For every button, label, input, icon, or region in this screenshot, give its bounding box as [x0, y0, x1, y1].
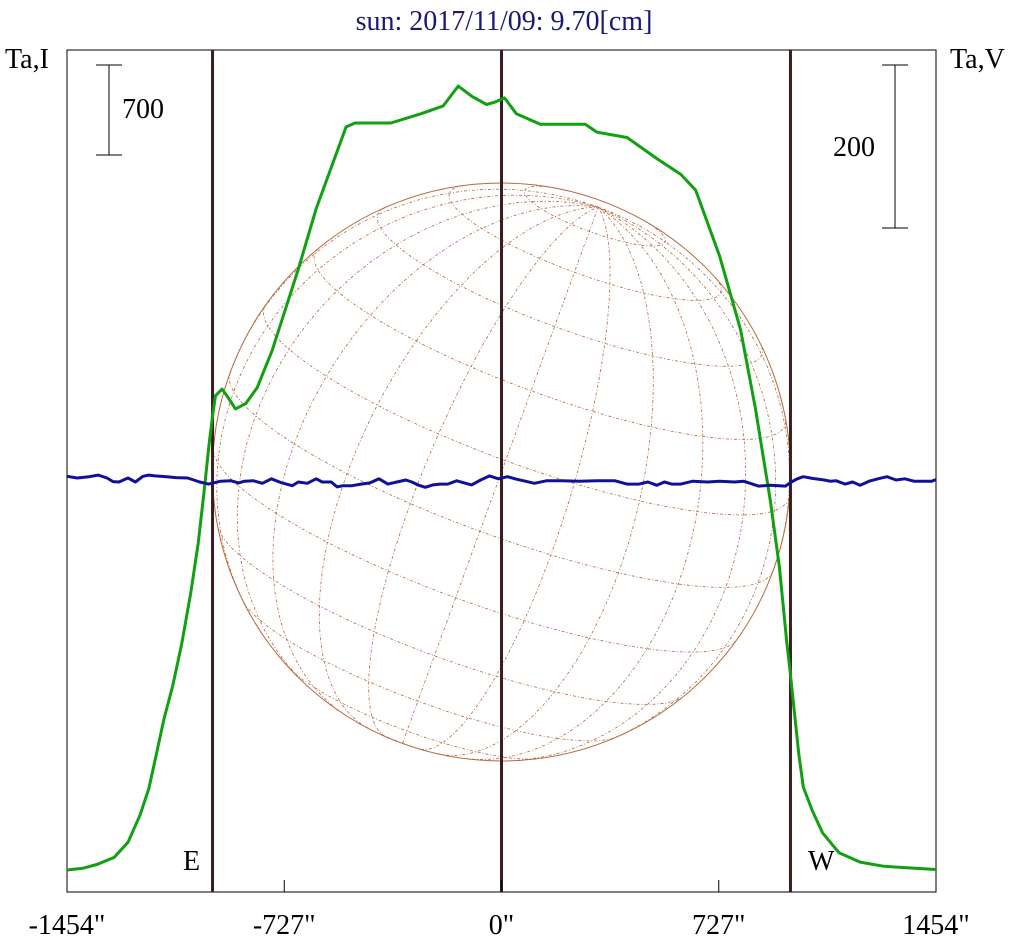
- left-axis-label: Ta,I: [5, 44, 49, 75]
- disk-longitude-line: [402, 206, 599, 744]
- right-scale-value: 200: [833, 132, 875, 163]
- x-tick-label: 727": [692, 910, 745, 941]
- east-limb-label: E: [183, 846, 200, 877]
- polarization-series-line: [66, 473, 937, 489]
- left-scale-bar: [96, 64, 122, 156]
- x-tick-label: -1454": [29, 910, 106, 941]
- disk-longitude-line: [438, 206, 654, 756]
- disk-longitude-line: [598, 206, 777, 744]
- disk-latitude-line: [213, 451, 736, 653]
- x-tick-label: 1454": [902, 910, 969, 941]
- intensity-series-line: [66, 84, 937, 872]
- disk-longitude-line: [420, 206, 611, 750]
- left-scale-value: 700: [122, 94, 164, 125]
- disk-longitude-line: [368, 206, 599, 737]
- disk-longitude-line: [517, 206, 747, 761]
- x-tick-label: 0": [489, 910, 514, 941]
- series-lines: [66, 84, 937, 872]
- disk-longitude-line: [236, 200, 599, 683]
- disk-latitude-line: [289, 667, 538, 760]
- disk-longitude-line: [318, 206, 599, 729]
- west-limb-label: W: [808, 846, 835, 877]
- x-axis-ticks: -1454" -727" 0" 727" 1454": [29, 880, 970, 941]
- disk-latitude-line: [243, 602, 615, 742]
- right-axis-label: Ta,V: [950, 44, 1005, 75]
- limb-marker-lines: [211, 50, 792, 892]
- right-scale-bar: [882, 64, 908, 229]
- disk-latitude-line: [313, 248, 786, 440]
- disk-latitude-line: [263, 304, 790, 516]
- disk-longitude-line: [229, 188, 599, 374]
- disk-longitude-line: [216, 194, 599, 616]
- disk-longitude-line: [464, 206, 704, 760]
- disk-longitude-line: [272, 205, 599, 716]
- disk-latitude-line: [217, 527, 683, 705]
- disk-latitude-line: [377, 207, 763, 367]
- chart-title: sun: 2017/11/09: 9.70[cm]: [356, 6, 653, 37]
- x-tick-label: -727": [253, 910, 316, 941]
- disk-longitude-line: [598, 206, 791, 572]
